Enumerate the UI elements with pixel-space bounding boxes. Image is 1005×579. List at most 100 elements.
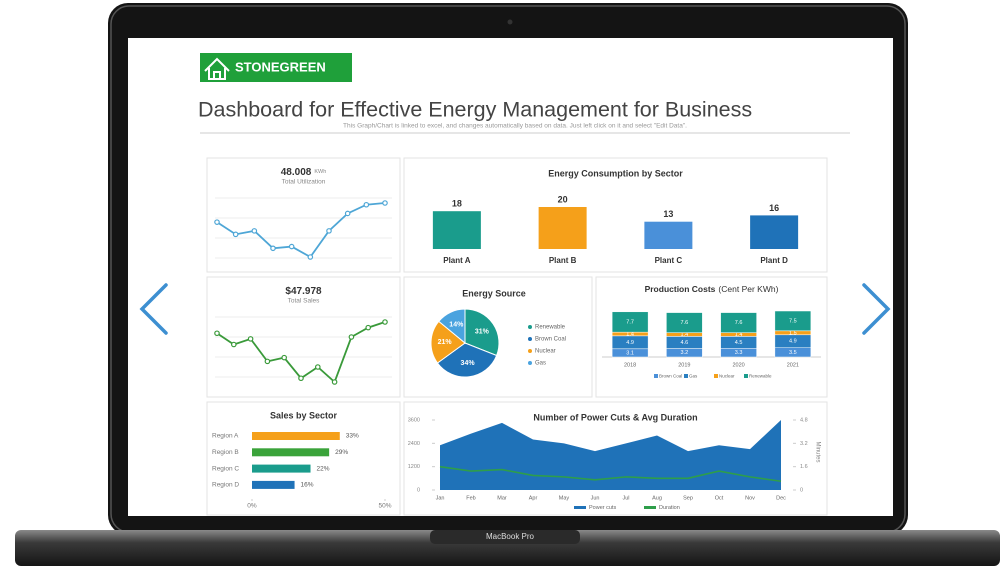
logo-text: STONEGREEN bbox=[235, 59, 326, 74]
bar-value-label: 29% bbox=[335, 449, 348, 456]
trend-point bbox=[314, 364, 321, 370]
x-tick-label: Plant D bbox=[760, 256, 788, 265]
trend-point bbox=[365, 324, 372, 331]
y-tick-label: Region B bbox=[212, 449, 239, 456]
trend-point bbox=[326, 228, 332, 234]
x-tick-label: Apr bbox=[529, 495, 538, 501]
chart-title: Energy Consumption by Sector bbox=[548, 168, 683, 178]
segment-label: 4.5 bbox=[735, 340, 743, 346]
device-label: MacBook Pro bbox=[486, 532, 535, 541]
kpi-unit: KWh bbox=[314, 169, 326, 175]
legend-swatch bbox=[528, 349, 532, 353]
bar bbox=[538, 207, 587, 249]
legend-label: Duration bbox=[659, 505, 680, 511]
x-tick-label: Plant C bbox=[655, 256, 683, 265]
segment-label: 1.4 bbox=[735, 332, 743, 338]
legend-label: Renewable bbox=[749, 374, 772, 379]
bar-value-label: 16 bbox=[769, 203, 779, 213]
pie-slice bbox=[438, 308, 466, 345]
segment-label: 1.4 bbox=[681, 332, 689, 338]
y-tick-label: Region A bbox=[212, 433, 239, 440]
segment-label: 7.6 bbox=[681, 320, 689, 326]
bar bbox=[252, 464, 311, 473]
segment-label: 3.3 bbox=[735, 350, 743, 356]
page-title: Dashboard for Effective Energy Managemen… bbox=[198, 98, 752, 122]
trend-point bbox=[298, 375, 304, 382]
bar bbox=[252, 432, 340, 440]
y-tick-label: 1200 bbox=[408, 464, 420, 470]
x-tick-label: 50% bbox=[378, 503, 391, 510]
trend-point bbox=[288, 243, 295, 250]
series-area bbox=[440, 420, 781, 490]
logo-icon bbox=[204, 57, 230, 80]
bar bbox=[644, 221, 693, 249]
prev-arrow[interactable] bbox=[139, 283, 168, 335]
next-arrow[interactable] bbox=[862, 283, 891, 335]
y-tick-label: 0 bbox=[417, 487, 420, 493]
bar-segment bbox=[611, 311, 649, 333]
trend-point bbox=[231, 341, 237, 348]
legend-label: Gas bbox=[689, 374, 698, 379]
pie-slice bbox=[464, 308, 500, 357]
chart-title-main: Production Costs bbox=[645, 284, 716, 294]
chart-title: Energy Source bbox=[462, 288, 526, 298]
legend-label: Brown Coal bbox=[659, 374, 682, 379]
x-tick-label: Oct bbox=[715, 495, 724, 501]
bar bbox=[252, 448, 330, 457]
trend-point bbox=[264, 358, 271, 365]
segment-label: 4.6 bbox=[681, 340, 689, 346]
chart-title: Sales by Sector bbox=[270, 410, 338, 420]
slice-label: 31% bbox=[475, 328, 490, 335]
slice-label: 14% bbox=[449, 321, 464, 328]
legend-label: Power cuts bbox=[589, 505, 616, 511]
segment-label: 1.5 bbox=[789, 330, 797, 336]
bar-segment bbox=[666, 312, 703, 333]
trend-point bbox=[382, 319, 388, 325]
y-tick-label: 3600 bbox=[408, 417, 420, 423]
kpi-value: $47.978 bbox=[285, 286, 322, 297]
y-tick-label: 2400 bbox=[408, 441, 420, 447]
segment-label: 7.5 bbox=[789, 318, 797, 324]
legend-label: Brown Coal bbox=[535, 337, 566, 343]
legend-swatch bbox=[654, 374, 658, 378]
slice-label: 34% bbox=[461, 360, 476, 367]
pie-slice bbox=[430, 320, 466, 364]
bar-value-label: 18 bbox=[452, 199, 462, 209]
bar-value-label: 13 bbox=[663, 209, 673, 219]
y-tick-label: Region D bbox=[212, 482, 239, 489]
legend-swatch bbox=[528, 361, 532, 365]
bar-segment bbox=[774, 310, 812, 332]
chart-title: Number of Power Cuts & Avg Duration bbox=[533, 412, 697, 422]
x-tick-label: 2019 bbox=[678, 362, 690, 368]
legend-swatch bbox=[714, 374, 718, 378]
y2-tick-label: 1.6 bbox=[800, 464, 808, 470]
segment-label: 3.2 bbox=[681, 350, 689, 356]
kpi-title: $47.978 bbox=[285, 286, 322, 297]
trend-point bbox=[344, 210, 351, 217]
x-tick-label: 2021 bbox=[787, 362, 799, 368]
base-notch bbox=[430, 530, 580, 544]
x-tick-label: Jun bbox=[591, 495, 600, 501]
kpi-subtitle: Total Utilization bbox=[282, 179, 326, 186]
series-line bbox=[439, 465, 782, 483]
y2-tick-label: 0 bbox=[800, 487, 803, 493]
segment-label: 4.9 bbox=[789, 339, 797, 345]
trend-point bbox=[214, 219, 220, 225]
kpi-title: 48.008 KWh bbox=[281, 167, 327, 178]
legend-swatch bbox=[574, 506, 586, 509]
x-tick-label: Sep bbox=[683, 495, 693, 501]
chart-title-unit: (Cent Per KWh) bbox=[718, 284, 778, 294]
segment-label: 3.5 bbox=[789, 350, 797, 356]
y-tick-label: Region C bbox=[212, 465, 239, 472]
x-tick-label: Plant B bbox=[549, 256, 577, 265]
segment-label: 7.6 bbox=[735, 320, 743, 326]
x-tick-label: 2018 bbox=[624, 362, 636, 368]
trend-point bbox=[232, 231, 239, 238]
trend-point bbox=[348, 334, 355, 340]
slice-label: 21% bbox=[438, 339, 453, 346]
bar-value-label: 20 bbox=[558, 194, 568, 204]
segment-label: 1.4 bbox=[626, 331, 634, 337]
